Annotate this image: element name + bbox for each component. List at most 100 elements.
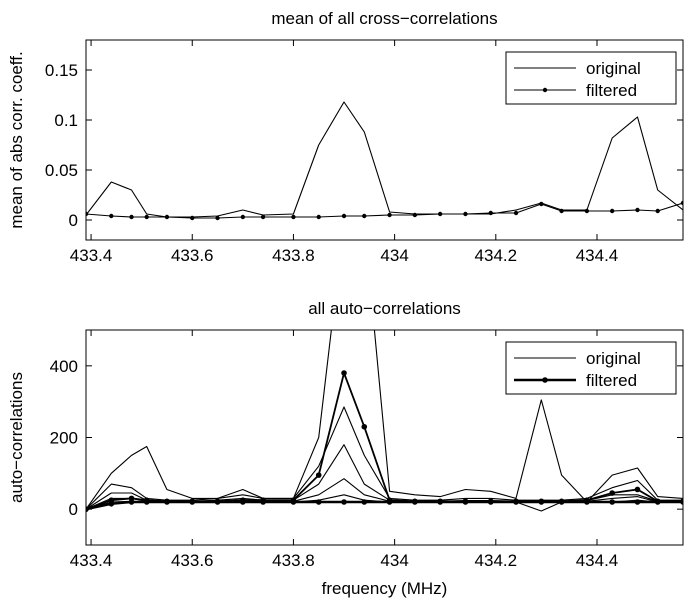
bottom-chart-title: all auto−correlations [308,299,461,318]
top-data-point [109,213,114,219]
bottom-data-point [260,497,266,504]
bottom-data-point [462,498,469,505]
top-x-tick-label: 433.4 [70,246,113,265]
bottom-y-tick-label: 400 [50,357,78,376]
bottom-series-line-original [86,330,683,510]
top-plot-area [86,101,683,221]
top-y-tick-label: 0.1 [54,111,78,130]
top-data-point [488,210,493,216]
bottom-data-point [634,486,641,493]
bottom-data-point [584,497,590,504]
top-data-point [513,210,519,216]
bottom-x-tick-label: 434.4 [576,551,619,570]
top-data-point [437,211,443,217]
top-chart-title: mean of all cross−correlations [271,9,497,28]
bottom-data-point [609,499,615,505]
bottom-data-point [634,499,641,505]
bottom-data-point [386,497,393,504]
top-data-point [559,208,564,214]
bottom-y-tick-label: 200 [50,429,78,448]
top-data-point [240,214,246,220]
bottom-data-point [341,499,347,505]
top-x-tick-label: 434 [380,246,408,265]
bottom-data-point [558,498,565,505]
bottom-series-line-series-6 [86,372,683,511]
bottom-x-tick-label: 433.4 [70,551,113,570]
bottom-x-tick-label: 433.6 [171,551,214,570]
top-data-point [412,212,418,218]
top-data-point [86,211,89,217]
bottom-x-tick-label: 434.2 [475,551,518,570]
top-legend-label-filtered: filtered [586,81,637,100]
top-axes-box [85,39,684,241]
bottom-series-line-filtered [86,500,683,511]
bottom-chart-panel: all auto−correlations 433.4 433.6 433.8 434 4… [7,299,684,598]
bottom-data-point [609,490,615,496]
bottom-data-point [128,495,135,502]
top-x-tick-label: 434.4 [576,246,619,265]
bottom-y-axis-label: auto−correlations [7,372,26,503]
bottom-x-tick-label: 434 [380,551,408,570]
bottom-data-point [240,497,246,504]
bottom-data-point [361,423,368,430]
top-data-point [341,213,347,219]
top-data-point [539,201,544,207]
bottom-data-point [108,497,115,504]
top-data-point [164,214,170,220]
top-data-point [655,208,660,214]
bottom-data-point [86,506,89,512]
bottom-legend-label-original: original [586,349,641,368]
top-legend: original filtered [505,51,677,105]
bottom-legend-marker [542,377,548,383]
bottom-data-point [412,498,418,505]
top-y-tick-label: 0 [69,211,78,230]
bottom-data-point [290,497,297,504]
top-data-point [609,208,615,214]
top-data-point [215,215,220,221]
top-chart-panel: mean of all cross−correlations 433.4 433.6… [7,9,684,265]
bottom-data-point [538,498,545,505]
top-data-point [463,211,468,217]
bottom-data-point [189,498,196,505]
top-y-axis-label: mean of abs corr. coeff. [7,51,26,228]
top-data-point [680,200,683,206]
top-data-point [362,213,367,219]
bottom-x-tick-label: 433.8 [272,551,315,570]
top-series-line-filtered [86,202,683,219]
top-data-point [260,214,266,220]
top-legend-marker [542,87,548,93]
top-data-point [129,214,134,220]
top-x-tick-label: 433.8 [272,246,315,265]
bottom-plot-area [86,330,683,512]
top-legend-label-original: original [586,59,641,78]
bottom-data-point [361,499,368,505]
bottom-x-axis-label: frequency (MHz) [322,579,448,598]
top-data-point [291,214,296,220]
top-data-point [316,214,321,220]
bottom-y-tick-label: 0 [69,500,78,519]
bottom-legend: original filtered [505,341,677,395]
bottom-data-point [315,499,322,505]
bottom-data-point [680,498,683,505]
bottom-data-point [513,498,519,505]
top-y-tick-label: 0.15 [45,61,78,80]
top-x-tick-label: 434.2 [475,246,518,265]
top-legend-box [505,51,677,105]
top-data-point [635,207,640,213]
bottom-data-point [341,370,347,376]
bottom-data-point [214,498,221,505]
bottom-data-point [143,497,150,504]
top-data-point [190,215,195,221]
bottom-legend-label-filtered: filtered [586,371,637,390]
bottom-series-line-series-1 [86,406,683,510]
bottom-data-point [437,498,443,505]
top-series-line-original [86,101,683,218]
bottom-legend-box [505,341,677,395]
bottom-data-point [315,472,322,478]
top-y-tick-label: 0.05 [45,161,78,180]
bottom-data-point [654,498,661,505]
top-data-point [584,208,590,214]
top-x-tick-label: 433.6 [171,246,214,265]
